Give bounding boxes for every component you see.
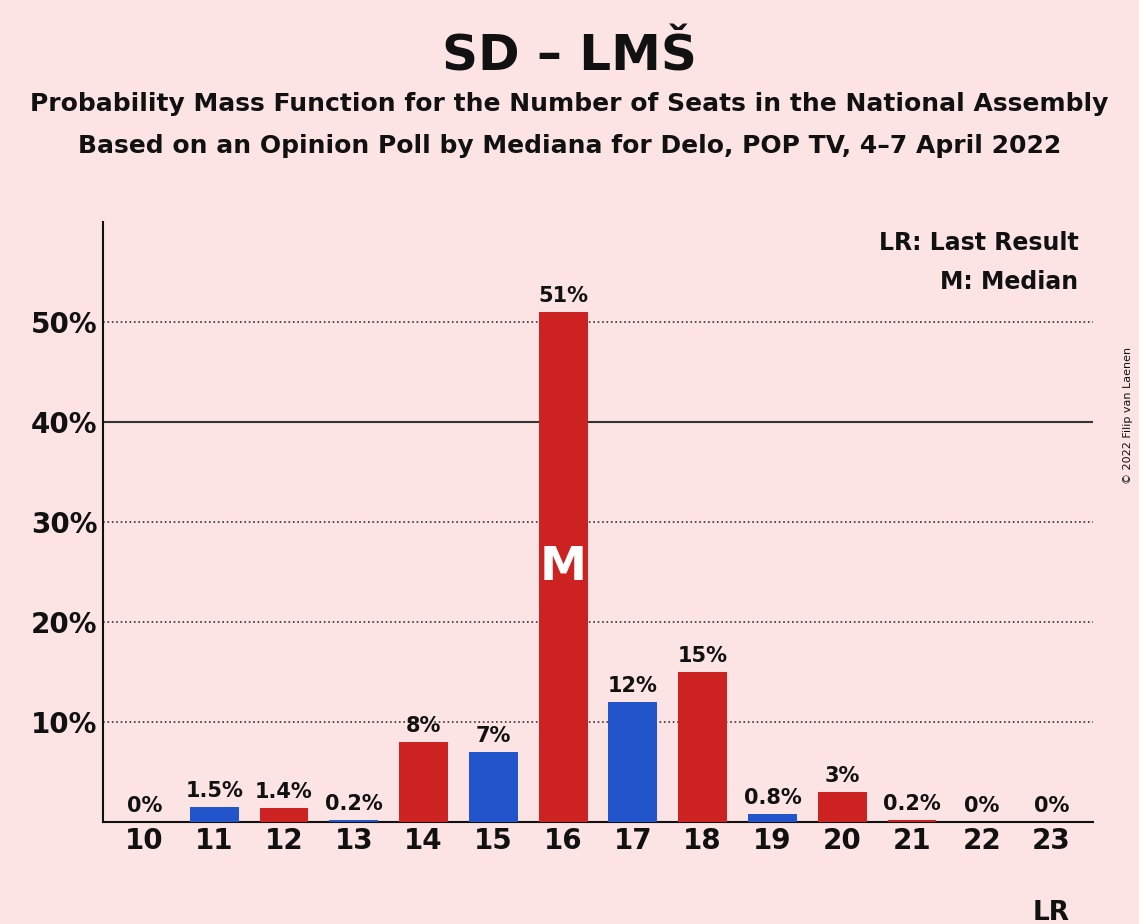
Bar xyxy=(887,821,936,822)
Bar xyxy=(608,702,657,822)
Text: 0.8%: 0.8% xyxy=(744,788,802,808)
Text: 0%: 0% xyxy=(126,796,162,817)
Text: Based on an Opinion Poll by Mediana for Delo, POP TV, 4–7 April 2022: Based on an Opinion Poll by Mediana for … xyxy=(77,134,1062,158)
Bar xyxy=(399,742,448,822)
Bar xyxy=(469,752,518,822)
Text: 3%: 3% xyxy=(825,766,860,786)
Text: 0.2%: 0.2% xyxy=(325,795,383,814)
Bar xyxy=(748,814,797,822)
Text: M: M xyxy=(540,544,587,590)
Text: 0.2%: 0.2% xyxy=(883,795,941,814)
Text: 8%: 8% xyxy=(405,716,441,736)
Text: LR: LR xyxy=(1033,900,1070,924)
Text: M: Median: M: Median xyxy=(941,270,1079,294)
Text: SD – LMŠ: SD – LMŠ xyxy=(442,32,697,80)
Bar xyxy=(329,821,378,822)
Text: 12%: 12% xyxy=(608,676,658,697)
Text: 51%: 51% xyxy=(538,286,588,306)
Text: 1.4%: 1.4% xyxy=(255,783,313,802)
Text: 1.5%: 1.5% xyxy=(186,782,243,801)
Text: Probability Mass Function for the Number of Seats in the National Assembly: Probability Mass Function for the Number… xyxy=(31,92,1108,116)
Text: 15%: 15% xyxy=(678,646,728,666)
Text: 0%: 0% xyxy=(964,796,1000,817)
Bar xyxy=(260,808,309,822)
Text: LR: Last Result: LR: Last Result xyxy=(879,231,1079,255)
Bar xyxy=(190,808,238,822)
Bar xyxy=(678,673,727,822)
Text: 7%: 7% xyxy=(476,726,511,747)
Text: 0%: 0% xyxy=(1034,796,1070,817)
Bar xyxy=(818,792,867,822)
Bar xyxy=(539,312,588,822)
Text: © 2022 Filip van Laenen: © 2022 Filip van Laenen xyxy=(1123,347,1133,484)
